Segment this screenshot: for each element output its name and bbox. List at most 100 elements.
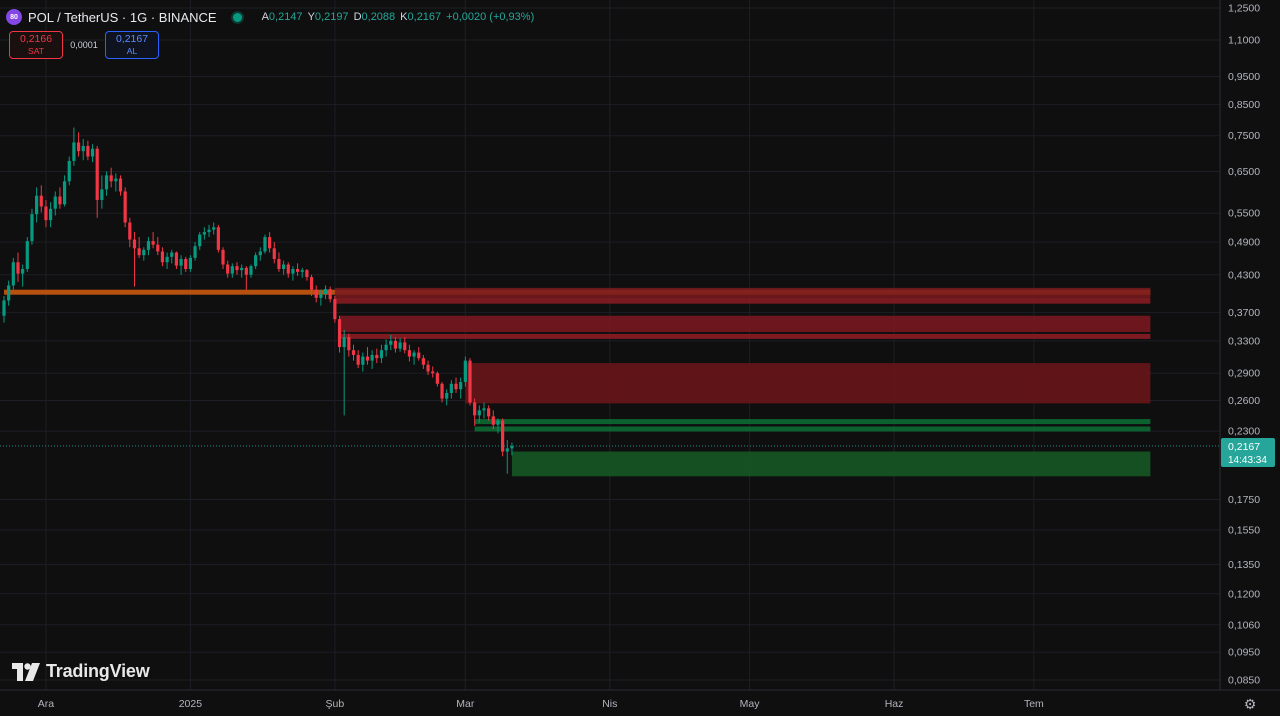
price-tick-label: 0,1200 <box>1228 588 1260 600</box>
candle-body <box>109 175 113 182</box>
candle-body <box>221 249 225 265</box>
candle-body <box>282 264 286 270</box>
candle <box>193 242 197 261</box>
candle <box>49 202 53 228</box>
candle-body <box>258 251 262 256</box>
symbol-title[interactable]: POL / TetherUS · 1G · BINANCE <box>28 9 217 25</box>
sell-price: 0,2166 <box>19 33 53 45</box>
candle <box>314 285 318 303</box>
price-tick-label: 0,3300 <box>1228 335 1260 347</box>
candle-body <box>81 145 85 152</box>
tradingview-logo[interactable]: TradingView <box>12 661 150 682</box>
price-tick-label: 0,1350 <box>1228 559 1260 571</box>
candle <box>132 232 137 287</box>
candle <box>305 269 309 281</box>
candle-body <box>193 246 197 258</box>
candle <box>412 350 416 365</box>
buy-button[interactable]: 0,2167 AL <box>105 31 159 59</box>
candle <box>491 410 495 430</box>
candle-body <box>491 416 495 425</box>
candle <box>407 344 412 362</box>
candle <box>21 264 25 287</box>
time-tick-label: May <box>740 698 761 710</box>
price-tick-label: 0,0850 <box>1228 675 1260 687</box>
candle <box>403 337 407 354</box>
candle <box>188 255 192 272</box>
time-tick-label: Nis <box>602 698 617 710</box>
candle-body <box>365 356 370 361</box>
candle-body <box>370 354 374 361</box>
price-tick-label: 0,1060 <box>1228 619 1260 631</box>
candle <box>95 145 99 218</box>
candle <box>300 267 304 278</box>
ohlc-legend: A 0,2147 Y 0,2197 D 0,2088 K 0,2167 +0,0… <box>262 11 540 23</box>
candle-body <box>156 244 160 252</box>
candle-body <box>100 189 104 200</box>
price-tick-label: 0,2600 <box>1228 395 1260 407</box>
candle-body <box>389 340 393 345</box>
candle-body <box>226 264 230 274</box>
candle-body <box>342 337 346 348</box>
candle-body <box>151 241 155 245</box>
candle <box>277 252 281 272</box>
candle-body <box>305 270 309 278</box>
candle-body <box>403 342 407 351</box>
candle <box>216 224 220 253</box>
candle <box>184 256 188 272</box>
candle <box>370 350 374 369</box>
candle-body <box>95 148 99 200</box>
candle <box>272 242 276 264</box>
zone-line <box>474 426 1151 432</box>
price-tick-label: 0,9500 <box>1228 71 1260 83</box>
price-tick-label: 1,1000 <box>1228 34 1260 46</box>
sell-button[interactable]: 0,2166 SAT <box>9 31 63 59</box>
candle <box>39 185 43 213</box>
candle <box>221 247 225 270</box>
change-value: +0,0020 (+0,93%) <box>446 11 535 23</box>
zone-line <box>339 333 1151 339</box>
time-tick-label: Şub <box>326 698 345 710</box>
candle-body <box>393 340 398 349</box>
candle-body <box>198 234 202 247</box>
candle <box>58 187 62 209</box>
candle-body <box>417 352 421 359</box>
candle-body <box>487 408 491 417</box>
candle-body <box>482 408 486 411</box>
candle-body <box>16 262 20 274</box>
candle <box>146 237 151 256</box>
candle-body <box>440 383 444 399</box>
candle <box>337 315 342 353</box>
close-label: K <box>400 11 408 23</box>
candle <box>319 289 323 306</box>
price-tick-label: 0,3700 <box>1228 307 1260 319</box>
zone-box <box>334 297 1151 304</box>
tradingview-wordmark: TradingView <box>46 661 150 681</box>
low-value: 0,2088 <box>361 11 396 23</box>
price-tick-label: 0,1750 <box>1228 494 1260 506</box>
price-tick-label: 0,2900 <box>1228 368 1260 380</box>
price-axis[interactable]: 1,2500 1,1000 0,9500 0,8500 0,7500 0,6500 0,55… <box>1228 3 1260 687</box>
price-tick-label: 0,5500 <box>1228 208 1260 220</box>
candle <box>501 418 505 457</box>
time-axis[interactable]: Ara 2025 Şub Mar Nis May Haz Tem <box>38 698 1044 710</box>
settings-icon[interactable]: ⚙ <box>1243 696 1257 712</box>
chart-header: 80 POL / TetherUS · 1G · BINANCE A 0,214… <box>6 6 539 28</box>
market-open-icon[interactable] <box>232 12 242 22</box>
candle <box>347 333 351 357</box>
candle-body <box>58 196 62 205</box>
candle-body <box>118 178 123 192</box>
candle-body <box>72 142 76 161</box>
sell-label: SAT <box>28 46 44 56</box>
candle-body <box>184 258 188 270</box>
candle <box>7 280 11 306</box>
price-tick-label: 0,6500 <box>1228 166 1260 178</box>
candle-body <box>454 383 458 390</box>
candle <box>361 352 365 372</box>
candle <box>421 354 425 369</box>
candle <box>282 260 286 275</box>
candle <box>114 173 118 192</box>
candle <box>356 350 360 369</box>
candle <box>118 175 123 196</box>
zone-box <box>511 451 1151 477</box>
